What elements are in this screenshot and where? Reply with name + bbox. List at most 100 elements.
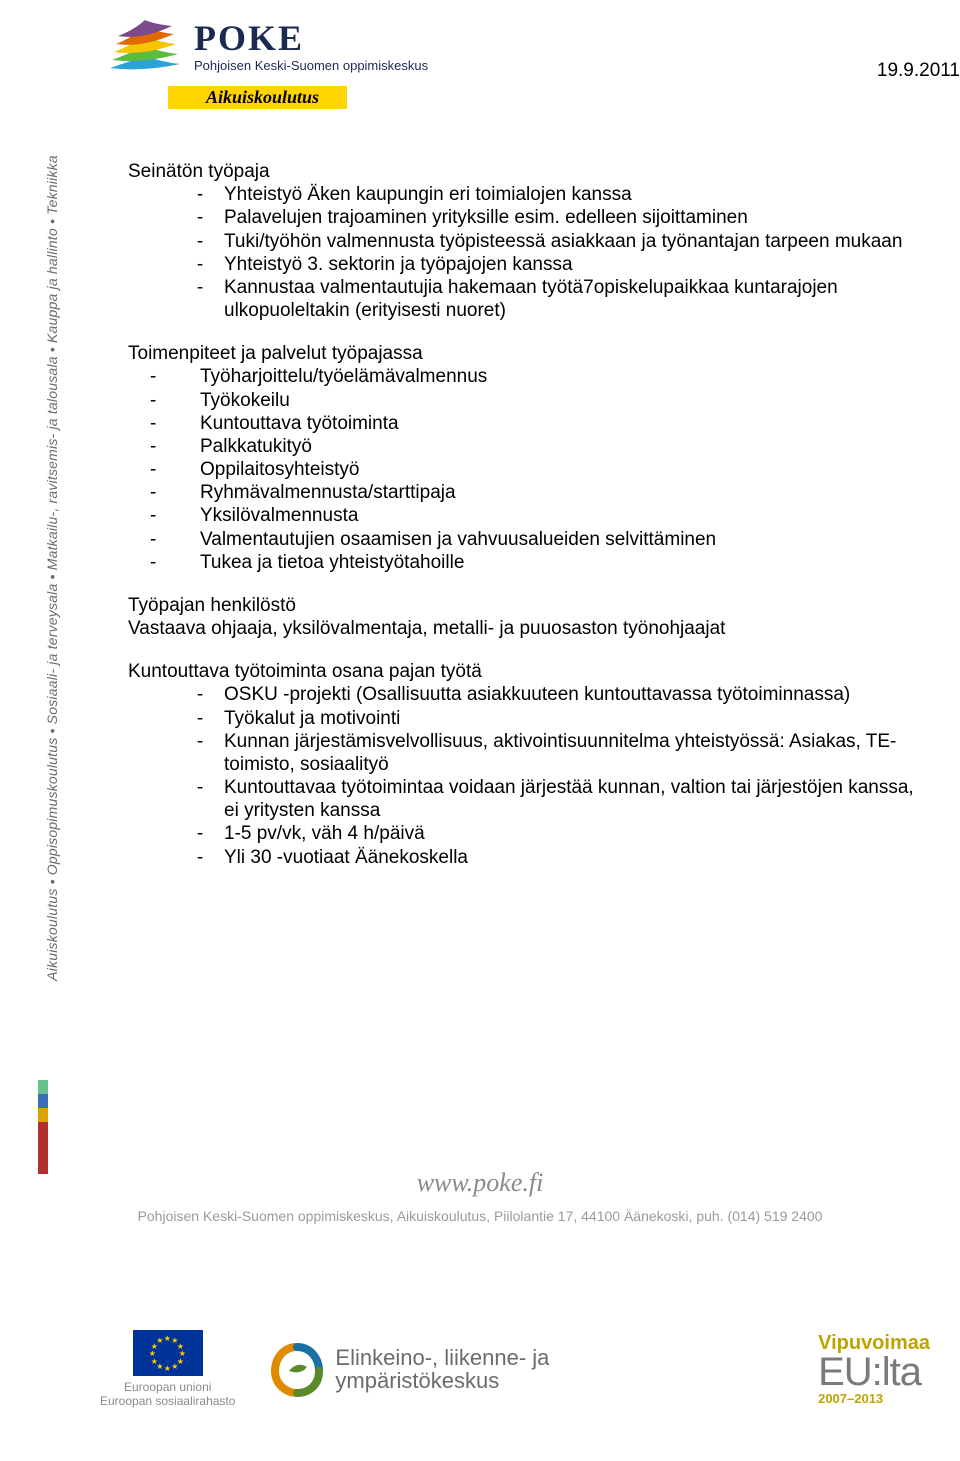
list-item-text: Valmentautujien osaamisen ja vahvuusalue… — [200, 528, 716, 551]
services-list: -Työharjoittelu/työelämävalmennus-Työkok… — [128, 365, 928, 574]
sidebar-color-blocks — [38, 1080, 48, 1174]
list-item: -1-5 pv/vk, väh 4 h/päivä — [176, 822, 928, 845]
list-item-text: Kannustaa valmentautujia hakemaan työtä7… — [224, 276, 928, 322]
list-item-text: Palavelujen trajoaminen yrityksille esim… — [224, 206, 748, 229]
list-item-text: Palkkatukityö — [200, 435, 312, 458]
list-dash: - — [128, 365, 200, 388]
list-item-text: Kuntouttavaa työtoimintaa voidaan järjes… — [224, 776, 928, 822]
list-dash: - — [176, 183, 224, 206]
heading-henkilosto: Työpajan henkilöstö — [128, 594, 928, 617]
list-item-text: Yhteistyö 3. sektorin ja työpajojen kans… — [224, 253, 573, 276]
list-dash: - — [176, 822, 224, 845]
list-dash: - — [176, 683, 224, 706]
sidebar-color-block — [38, 1108, 48, 1122]
poke-title: POKE — [194, 20, 428, 56]
list-item: -Palkkatukityö — [128, 435, 928, 458]
list-item-text: Tukea ja tietoa yhteistyötahoille — [200, 551, 464, 574]
kuntouttava-list: -OSKU -projekti (Osallisuutta asiakkuute… — [128, 683, 928, 868]
list-item: -OSKU -projekti (Osallisuutta asiakkuute… — [176, 683, 928, 706]
list-item-text: 1-5 pv/vk, väh 4 h/päivä — [224, 822, 425, 845]
list-dash: - — [128, 481, 200, 504]
list-item: -Kuntouttava työtoiminta — [128, 412, 928, 435]
ely-line-1: Elinkeino-, liikenne- ja — [335, 1346, 549, 1369]
list-item-text: Työkalut ja motivointi — [224, 707, 400, 730]
poke-subtitle: Pohjoisen Keski-Suomen oppimiskeskus — [194, 58, 428, 73]
list-item: -Ryhmävalmennusta/starttipaja — [128, 481, 928, 504]
eu-star-icon: ★ — [164, 1364, 171, 1373]
list-dash: - — [176, 730, 224, 776]
heading-seinaton: Seinätön työpaja — [128, 160, 928, 183]
list-dash: - — [128, 528, 200, 551]
eu-logo-block: ★★★★★★★★★★★★ Euroopan unioni Euroopan so… — [100, 1330, 235, 1408]
list-item-text: Ryhmävalmennusta/starttipaja — [200, 481, 456, 504]
ely-logo-block: Elinkeino-, liikenne- ja ympäristökeskus — [269, 1341, 549, 1397]
eu-star-icon: ★ — [156, 1336, 163, 1345]
list-item: -Kunnan järjestämisvelvollisuus, aktivoi… — [176, 730, 928, 776]
list-item: -Työkokeilu — [128, 389, 928, 412]
list-item: -Yhteistyö Äken kaupungin eri toimialoje… — [176, 183, 928, 206]
eu-label-2: Euroopan sosiaalirahasto — [100, 1394, 235, 1408]
aikuiskoulutus-badge: Aikuiskoulutus — [168, 86, 347, 109]
list-item-text: OSKU -projekti (Osallisuutta asiakkuutee… — [224, 683, 850, 706]
ely-text: Elinkeino-, liikenne- ja ympäristökeskus — [335, 1346, 549, 1392]
ely-line-2: ympäristökeskus — [335, 1369, 549, 1392]
heading-kuntouttava: Kuntouttava työtoiminta osana pajan työt… — [128, 660, 928, 683]
list-item: -Tukea ja tietoa yhteistyötahoille — [128, 551, 928, 574]
list-dash: - — [176, 253, 224, 276]
list-item: -Yhteistyö 3. sektorin ja työpajojen kan… — [176, 253, 928, 276]
list-dash: - — [128, 389, 200, 412]
list-dash: - — [128, 504, 200, 527]
poke-logo-block: POKE Pohjoisen Keski-Suomen oppimiskesku… — [106, 20, 446, 109]
eu-star-icon: ★ — [171, 1362, 178, 1371]
list-dash: - — [176, 707, 224, 730]
list-item: -Palavelujen trajoaminen yrityksille esi… — [176, 206, 928, 229]
list-dash: - — [176, 776, 224, 822]
list-item-text: Kuntouttava työtoiminta — [200, 412, 399, 435]
list-item: -Työharjoittelu/työelämävalmennus — [128, 365, 928, 388]
list-item-text: Oppilaitosyhteistyö — [200, 458, 359, 481]
list-item-text: Työkokeilu — [200, 389, 290, 412]
sidebar-color-block — [38, 1122, 48, 1174]
footer-address: Pohjoisen Keski-Suomen oppimiskeskus, Ai… — [0, 1208, 960, 1224]
list-dash: - — [176, 230, 224, 253]
eu-flag-icon: ★★★★★★★★★★★★ — [133, 1330, 203, 1376]
list-item-text: Tuki/työhön valmennusta työpisteessä asi… — [224, 230, 902, 253]
list-dash: - — [128, 551, 200, 574]
list-item: -Tuki/työhön valmennusta työpisteessä as… — [176, 230, 928, 253]
list-dash: - — [128, 458, 200, 481]
list-dash: - — [176, 846, 224, 869]
sidebar-domains-text: Aikuiskoulutus • Oppisopimuskoulutus • S… — [44, 0, 60, 1148]
footer-logos-row: ★★★★★★★★★★★★ Euroopan unioni Euroopan so… — [100, 1330, 930, 1408]
list-dash: - — [128, 412, 200, 435]
list-dash: - — [176, 276, 224, 322]
eu-star-icon: ★ — [164, 1334, 171, 1343]
staff-line: Vastaava ohjaaja, yksilövalmentaja, meta… — [128, 617, 928, 640]
list-item: -Kannustaa valmentautujia hakemaan työtä… — [176, 276, 928, 322]
list-item: -Työkalut ja motivointi — [176, 707, 928, 730]
footer-contact: www.poke.fi Pohjoisen Keski-Suomen oppim… — [0, 1168, 960, 1224]
list-item-text: Yksilövalmennusta — [200, 504, 358, 527]
sidebar-strip: Aikuiskoulutus • Oppisopimuskoulutus • S… — [32, 0, 68, 1160]
list-item-text: Työharjoittelu/työelämävalmennus — [200, 365, 487, 388]
intro-list: -Yhteistyö Äken kaupungin eri toimialoje… — [128, 183, 928, 322]
vipu-mid: EU:lta — [818, 1353, 930, 1391]
list-item-text: Kunnan järjestämisvelvollisuus, aktivoin… — [224, 730, 928, 776]
list-item: -Yli 30 -vuotiaat Äänekoskella — [176, 846, 928, 869]
list-dash: - — [176, 206, 224, 229]
vipuvoimaa-logo-block: Vipuvoimaa EU:lta 2007–2013 — [818, 1333, 930, 1406]
sidebar-color-block — [38, 1080, 48, 1094]
list-dash: - — [128, 435, 200, 458]
document-date: 19.9.2011 — [877, 60, 960, 82]
list-item: -Valmentautujien osaamisen ja vahvuusalu… — [128, 528, 928, 551]
document-body: Seinätön työpaja -Yhteistyö Äken kaupung… — [128, 160, 928, 869]
footer-www: www.poke.fi — [0, 1168, 960, 1198]
list-item-text: Yhteistyö Äken kaupungin eri toimialojen… — [224, 183, 632, 206]
document-page: Aikuiskoulutus • Oppisopimuskoulutus • S… — [0, 0, 960, 1461]
sidebar-color-block — [38, 1094, 48, 1108]
list-item: -Yksilövalmennusta — [128, 504, 928, 527]
ely-icon — [269, 1341, 325, 1397]
eu-label-1: Euroopan unioni — [124, 1380, 211, 1394]
list-item-text: Yli 30 -vuotiaat Äänekoskella — [224, 846, 468, 869]
heading-toimenpiteet: Toimenpiteet ja palvelut työpajassa — [128, 342, 928, 365]
poke-leaf-icon — [106, 20, 184, 82]
